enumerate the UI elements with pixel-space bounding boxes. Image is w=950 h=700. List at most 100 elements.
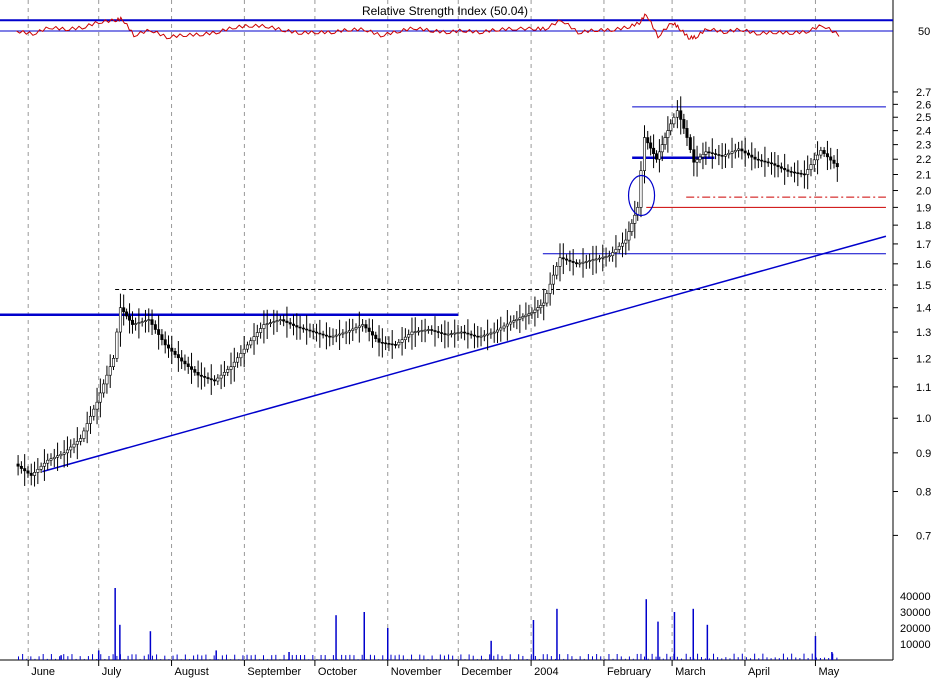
candle-body bbox=[743, 150, 747, 154]
candle-body bbox=[390, 343, 394, 346]
candle-body bbox=[311, 330, 315, 333]
candle-body bbox=[69, 446, 73, 451]
candle-body bbox=[216, 377, 220, 382]
candle-body bbox=[521, 316, 525, 319]
candle-body bbox=[695, 159, 699, 163]
candle-body bbox=[301, 327, 305, 330]
candle-body bbox=[614, 249, 618, 253]
candle-body bbox=[272, 321, 276, 323]
candle-body bbox=[357, 325, 361, 328]
candle-body bbox=[495, 329, 499, 333]
x-tick-label: 2004 bbox=[534, 666, 558, 678]
candle-body bbox=[282, 319, 286, 322]
candle-body bbox=[190, 366, 194, 370]
y-tick-label: 1.0 bbox=[916, 413, 931, 425]
candle-body bbox=[783, 168, 787, 171]
y-tick-label: 1.8 bbox=[916, 220, 931, 232]
candle-body bbox=[518, 317, 522, 320]
candle-body bbox=[727, 153, 731, 156]
candle-body bbox=[130, 319, 134, 325]
candle-body bbox=[426, 329, 430, 331]
candle-body bbox=[611, 252, 615, 257]
candle-body bbox=[649, 142, 653, 149]
candle-body bbox=[255, 332, 259, 337]
x-tick-label: May bbox=[818, 666, 839, 678]
candle-body bbox=[315, 331, 319, 334]
candle-body bbox=[245, 344, 249, 350]
y-tick-label: 2.3 bbox=[916, 140, 931, 152]
candle-body bbox=[324, 334, 328, 337]
x-axis: June July August September October November De… bbox=[27, 660, 840, 678]
candle-body bbox=[75, 441, 79, 445]
candle-body bbox=[203, 376, 207, 378]
candle-body bbox=[770, 162, 774, 165]
candle-body bbox=[354, 327, 358, 330]
y-tick-label: 1.1 bbox=[916, 382, 931, 394]
candle-body bbox=[714, 153, 718, 155]
candle-body bbox=[607, 255, 611, 258]
candle-body bbox=[723, 154, 727, 157]
x-tick-label: November bbox=[391, 666, 442, 678]
candle-body bbox=[469, 333, 473, 336]
candle-body bbox=[822, 150, 826, 154]
candle-body bbox=[85, 423, 89, 432]
candle-body bbox=[639, 170, 643, 208]
candle-body bbox=[95, 401, 99, 410]
candle-body bbox=[763, 160, 767, 163]
candle-body bbox=[733, 150, 737, 153]
x-tick-label: April bbox=[748, 666, 770, 678]
candle-body bbox=[420, 330, 424, 332]
rsi-title: Relative Strength Index (50.04) bbox=[362, 4, 528, 18]
candle-body bbox=[285, 320, 289, 323]
candle-body bbox=[88, 415, 92, 424]
candle-body bbox=[143, 320, 147, 322]
price-y-axis: 2.72.62.5 2.4 2.3 2.2 2.1 2.0 1.9 1.8 1.7 1.6 1.5 1… bbox=[893, 87, 931, 542]
candle-body bbox=[39, 465, 43, 470]
candle-body bbox=[591, 259, 595, 262]
candle-body bbox=[766, 161, 770, 164]
candle-body bbox=[642, 137, 646, 171]
candle-body bbox=[108, 366, 112, 376]
candle-body bbox=[128, 315, 132, 321]
candle-body bbox=[802, 173, 806, 176]
candle-body bbox=[819, 150, 823, 156]
candle-body bbox=[370, 331, 374, 336]
candle-body bbox=[539, 305, 543, 308]
volume-y-tick-label: 40000 bbox=[900, 591, 931, 603]
candle-body bbox=[730, 151, 734, 154]
volume-y-tick-label: 10000 bbox=[900, 639, 931, 651]
candle-body bbox=[232, 361, 236, 367]
candle-body bbox=[548, 283, 552, 294]
candle-body bbox=[720, 155, 724, 157]
candle-body bbox=[624, 239, 628, 244]
candle-body bbox=[193, 369, 197, 373]
candle-body bbox=[698, 156, 702, 160]
candle-body bbox=[776, 164, 780, 168]
candle-body bbox=[746, 152, 750, 156]
y-tick-label: 1.3 bbox=[916, 327, 931, 339]
candle-body bbox=[163, 339, 167, 346]
candle-body bbox=[102, 383, 106, 394]
candle-body bbox=[26, 470, 30, 474]
volume-y-tick-label: 30000 bbox=[900, 607, 931, 619]
candle-body bbox=[832, 159, 836, 164]
candle-body bbox=[453, 332, 457, 335]
y-tick-label: 0.9 bbox=[916, 448, 931, 460]
candle-body bbox=[779, 166, 783, 169]
candle-body bbox=[166, 344, 170, 349]
candle-body bbox=[737, 148, 741, 151]
candle-body bbox=[692, 149, 696, 163]
candle-body bbox=[812, 159, 816, 165]
candle-body bbox=[19, 465, 23, 469]
candle-body bbox=[707, 151, 711, 154]
y-tick-label: 2.0 bbox=[916, 186, 931, 198]
candle-body bbox=[367, 327, 371, 332]
candle-body bbox=[183, 360, 187, 365]
y-tick-label: 1.7 bbox=[916, 239, 931, 251]
candle-body bbox=[16, 463, 20, 467]
candle-body bbox=[321, 333, 325, 336]
candle-body bbox=[753, 156, 757, 160]
candle-body bbox=[259, 328, 263, 333]
candle-body bbox=[36, 468, 40, 473]
